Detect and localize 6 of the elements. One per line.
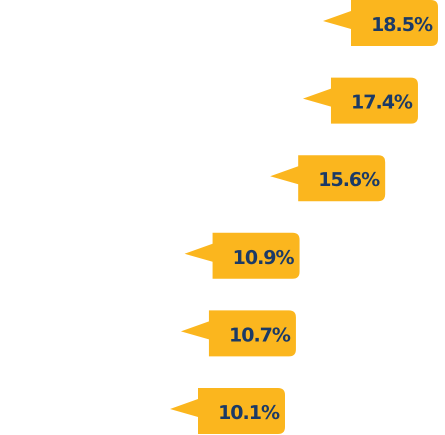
data-label: 10.1% [218, 402, 280, 424]
data-label: 17.4% [351, 92, 413, 114]
data-label: 10.9% [232, 246, 295, 269]
data-label: 10.7% [229, 324, 291, 346]
data-label: 18.5% [371, 14, 433, 36]
data-label: 15.6% [318, 169, 380, 192]
